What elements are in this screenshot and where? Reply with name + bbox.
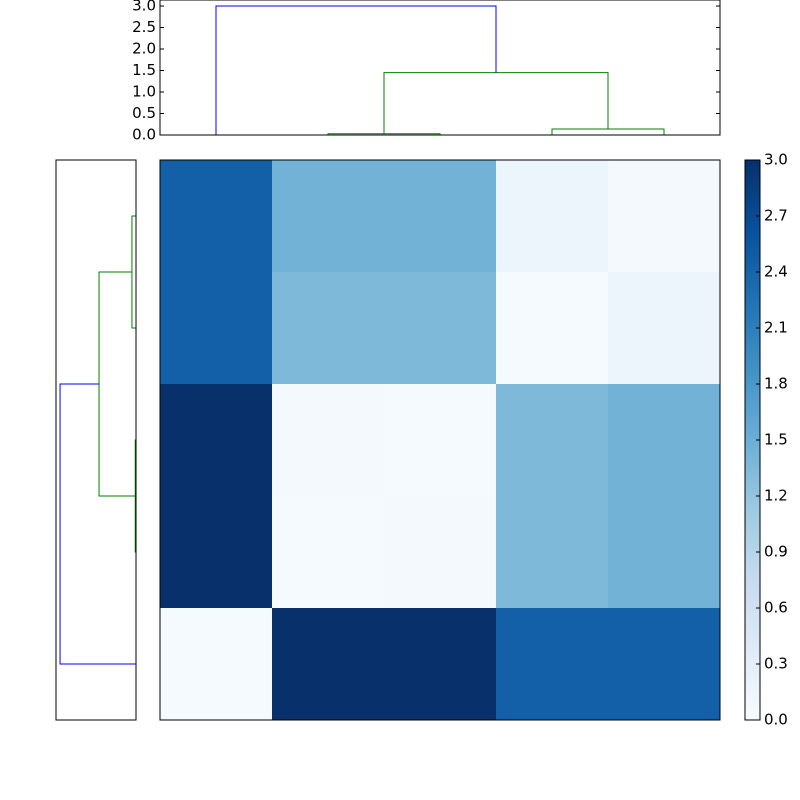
colorbar-tick-label: 3.0	[764, 151, 788, 169]
heatmap-cell	[496, 496, 609, 609]
heatmap-cell	[272, 496, 385, 609]
colorbar-tick-label: 0.3	[764, 655, 788, 673]
y-tick-label: 0.0	[132, 126, 156, 144]
dendrogram-link	[131, 215, 136, 329]
colorbar-tick-label: 2.4	[764, 263, 788, 281]
heatmap-cell	[160, 160, 273, 273]
colorbar-tick-label: 2.7	[764, 207, 788, 225]
heatmap-cell	[160, 608, 273, 721]
heatmap-cell	[272, 272, 385, 385]
heatmap-cell	[496, 160, 609, 273]
y-tick-label: 1.0	[132, 83, 156, 101]
dendrogram-link	[215, 5, 497, 135]
axes-frame	[55, 159, 137, 721]
heatmap-cell	[608, 608, 721, 721]
heatmap-cell	[384, 384, 497, 497]
heatmap-cell	[608, 160, 721, 273]
heatmap-cell	[160, 272, 273, 385]
y-tick-label: 3.0	[132, 0, 156, 15]
colorbar-tick-label: 1.5	[764, 431, 788, 449]
heatmap-cell	[272, 160, 385, 273]
y-tick-label: 1.5	[132, 61, 156, 79]
dendrogram-link	[551, 128, 665, 135]
heatmap-cell	[496, 608, 609, 721]
dendrogram-link	[383, 72, 609, 134]
colorbar-tick-label: 0.9	[764, 543, 788, 561]
heatmap-cell	[496, 384, 609, 497]
y-tick-label: 0.5	[132, 104, 156, 122]
heatmap-cell	[160, 384, 273, 497]
colorbar-tick-label: 1.8	[764, 375, 788, 393]
heatmap-cell	[384, 496, 497, 609]
axes-frame	[159, 0, 721, 136]
heatmap-cell	[608, 384, 721, 497]
heatmap-cell	[384, 160, 497, 273]
heatmap-cell	[160, 496, 273, 609]
heatmap-cell	[384, 272, 497, 385]
y-tick-label: 2.5	[132, 18, 156, 36]
heatmap-cell	[496, 272, 609, 385]
dendrogram-link	[98, 271, 136, 497]
dendrogram-link	[59, 383, 136, 665]
heatmap-cell	[272, 384, 385, 497]
colorbar-tick-label: 0.0	[764, 711, 788, 729]
colorbar-tick-label: 0.6	[764, 599, 788, 617]
colorbar-tick-label: 2.1	[764, 319, 788, 337]
axes-frame	[159, 159, 721, 721]
heatmap-cell	[272, 608, 385, 721]
y-tick-label: 2.0	[132, 40, 156, 58]
colorbar-tick-label: 1.2	[764, 487, 788, 505]
heatmap-cell	[384, 608, 497, 721]
heatmap-cell	[608, 272, 721, 385]
heatmap-cell	[608, 496, 721, 609]
